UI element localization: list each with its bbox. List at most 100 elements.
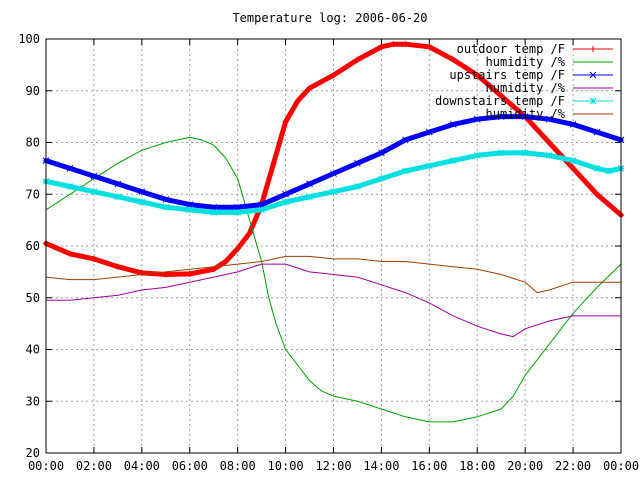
data-point [114,193,122,201]
data-point [186,206,194,214]
x-tick-label: 04:00 [124,459,160,473]
data-point [545,152,553,159]
data-point [402,136,409,144]
data-point [569,157,577,164]
data-point [282,198,289,206]
x-tick-label: 20:00 [507,459,543,473]
data-point [258,206,265,214]
data-point [114,263,121,270]
data-point [90,188,98,196]
data-point [210,266,217,273]
x-tick-label: 00:00 [603,459,639,473]
data-point [246,230,253,237]
data-point [66,250,73,257]
data-point [222,258,229,265]
data-point [330,72,337,79]
legend-label: upstairs temp /F [449,68,565,82]
data-point [330,188,337,196]
x-axis-ticks: 00:00 02:00 04:00 06:00 08:00 10:00 12:00 14:00… [28,39,639,473]
x-tick-label: 18:00 [459,459,495,473]
data-point [282,118,289,125]
data-point [449,121,457,128]
data-point [570,165,577,172]
data-point [234,245,241,252]
series-3 [42,113,625,211]
data-point [546,139,553,146]
data-point [354,159,361,167]
data-point [162,203,170,211]
data-point [402,41,409,48]
data-point [378,149,385,157]
data-point [593,165,601,172]
data-point [66,183,74,190]
data-point [594,191,601,198]
data-point [330,170,337,177]
series-6 [45,255,622,294]
data-point [497,149,505,157]
x-tick-label: 22:00 [555,459,591,473]
y-axis-ticks: 20 30 40 50 60 70 80 90 100 [18,32,621,460]
legend-marker [589,71,597,79]
y-tick-label: 30 [26,394,40,408]
data-point [378,175,385,183]
data-point [449,157,457,164]
chart-title: Temperature log: 2006-06-20 [232,11,427,25]
data-point [593,128,601,136]
data-point [605,167,613,175]
x-tick-label: 06:00 [172,459,208,473]
legend-label: downstairs temp /F [435,94,565,108]
data-point [390,41,397,48]
data-point [186,270,193,277]
data-point [114,180,122,188]
series-2 [45,136,622,423]
data-point [294,98,301,105]
data-point [378,43,385,50]
x-tick-label: 08:00 [220,459,256,473]
y-tick-label: 20 [26,446,40,460]
series-line [45,136,622,423]
y-tick-label: 90 [26,84,40,98]
legend-marker [590,46,596,52]
x-tick-label: 14:00 [363,459,399,473]
data-point [234,203,242,211]
x-tick-label: 02:00 [76,459,112,473]
series-1 [43,41,624,278]
y-tick-label: 60 [26,239,40,253]
legend-label: humidity /% [486,81,566,95]
data-point [402,167,409,175]
series-4 [45,263,622,338]
legend-label: humidity /% [486,55,566,69]
y-tick-label: 70 [26,187,40,201]
data-point [66,165,74,172]
series-line [45,255,622,294]
data-point [270,160,277,167]
data-point [306,193,313,201]
data-point [162,271,169,278]
data-point [90,255,97,262]
data-point [474,72,481,79]
y-tick-label: 40 [26,343,40,357]
data-point [354,56,361,63]
data-point [138,188,146,196]
data-point [354,183,361,190]
legend-label: humidity /% [486,107,566,121]
data-point [521,113,529,120]
data-point [186,201,194,208]
x-tick-label: 16:00 [411,459,447,473]
data-point [210,203,218,211]
plot-border [45,38,622,454]
series-line [43,150,624,215]
data-point [450,56,457,63]
data-point [569,121,577,128]
data-point [521,149,529,157]
data-point [425,128,433,136]
data-point [162,196,170,203]
data-point [473,115,481,123]
legend-label: outdoor temp /F [457,42,565,56]
legend-marker [589,97,597,105]
data-point [498,92,505,99]
x-tick-label: 10:00 [268,459,304,473]
y-tick-label: 80 [26,136,40,150]
